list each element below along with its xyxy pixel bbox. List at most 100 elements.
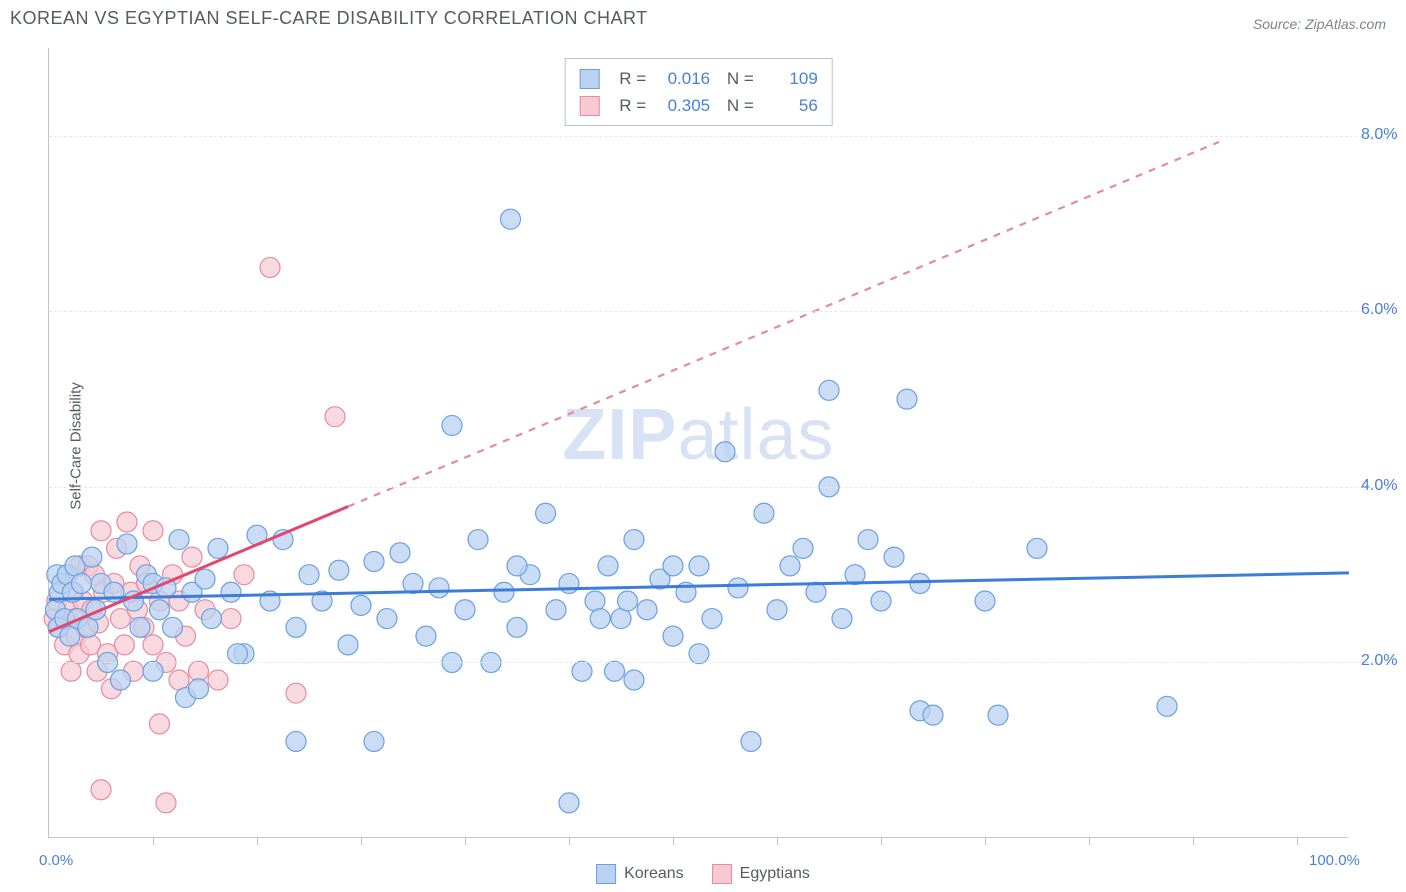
legend-item-koreans: Koreans [596,864,684,884]
x-axis-tick [985,837,986,845]
data-point [536,503,556,523]
data-point [884,547,904,567]
data-point [221,582,241,602]
data-point [572,661,592,681]
chart-container: KOREAN VS EGYPTIAN SELF-CARE DISABILITY … [0,0,1406,892]
data-point [624,670,644,690]
data-point [832,609,852,629]
data-point [663,556,683,576]
data-point [910,573,930,593]
data-point [150,600,170,620]
data-point [605,661,625,681]
data-point [455,600,475,620]
legend-label-koreans: Koreans [624,865,684,882]
data-point [143,635,163,655]
data-point [130,617,150,637]
data-point [618,591,638,611]
data-point [390,543,410,563]
legend-stats-row-egyptians: R = 0.305 N = 56 [579,92,818,119]
x-axis-tick [777,837,778,845]
data-point [728,578,748,598]
data-point [228,644,248,664]
chart-title: KOREAN VS EGYPTIAN SELF-CARE DISABILITY … [10,8,1396,29]
data-point [507,556,527,576]
data-point [507,617,527,637]
data-point [143,661,163,681]
x-axis-tick [153,837,154,845]
data-point [689,556,709,576]
legend-n-label: N = [722,92,754,119]
data-point [150,714,170,734]
x-axis-tick [1297,837,1298,845]
data-point [988,705,1008,725]
data-point [637,600,657,620]
legend-swatch-egyptians-bottom [712,864,732,884]
data-point [767,600,787,620]
data-point [585,591,605,611]
data-point [208,538,228,558]
data-point [82,547,102,567]
data-point [286,731,306,751]
x-axis-label-right: 100.0% [1309,852,1360,869]
data-point [559,573,579,593]
data-point [260,257,280,277]
data-point [208,670,228,690]
data-point [364,552,384,572]
data-point [377,609,397,629]
gridline [49,311,1398,312]
data-point [559,793,579,813]
legend-n-value-egyptians: 56 [766,92,818,119]
data-point [91,780,111,800]
data-point [202,609,222,629]
data-point [299,565,319,585]
data-point [72,573,92,593]
gridline [49,487,1398,488]
data-point [923,705,943,725]
data-point [754,503,774,523]
data-point [117,512,137,532]
x-axis-tick [465,837,466,845]
data-point [429,578,449,598]
data-point [663,626,683,646]
data-point [163,617,183,637]
legend-label-egyptians: Egyptians [740,865,810,882]
x-axis-tick [1193,837,1194,845]
legend-r-value-egyptians: 0.305 [658,92,710,119]
x-axis-tick [673,837,674,845]
data-point [364,731,384,751]
data-point [858,530,878,550]
data-point [494,582,514,602]
data-point [221,609,241,629]
data-point [286,617,306,637]
x-axis-tick [881,837,882,845]
data-point [182,547,202,567]
data-point [156,793,176,813]
gridline [49,662,1398,663]
legend-r-value-koreans: 0.016 [658,65,710,92]
data-point [702,609,722,629]
legend-n-value-koreans: 109 [766,65,818,92]
data-point [1027,538,1047,558]
plot-area: ZIPatlas R = 0.016 N = 109 R = 0.305 N =… [48,48,1348,838]
legend-stats-box: R = 0.016 N = 109 R = 0.305 N = 56 [564,58,833,126]
data-point [338,635,358,655]
chart-svg-overlay [49,48,1348,837]
data-point [871,591,891,611]
data-point [169,530,189,550]
data-point [598,556,618,576]
data-point [111,670,131,690]
y-axis-tick-label: 6.0% [1361,301,1397,319]
x-axis-tick [257,837,258,845]
data-point [624,530,644,550]
data-point [590,609,610,629]
data-point [195,569,215,589]
data-point [780,556,800,576]
trend-line [348,142,1219,507]
data-point [442,415,462,435]
data-point [234,565,254,585]
data-point [117,534,137,554]
data-point [819,380,839,400]
data-point [468,530,488,550]
data-point [325,407,345,427]
data-point [1157,696,1177,716]
